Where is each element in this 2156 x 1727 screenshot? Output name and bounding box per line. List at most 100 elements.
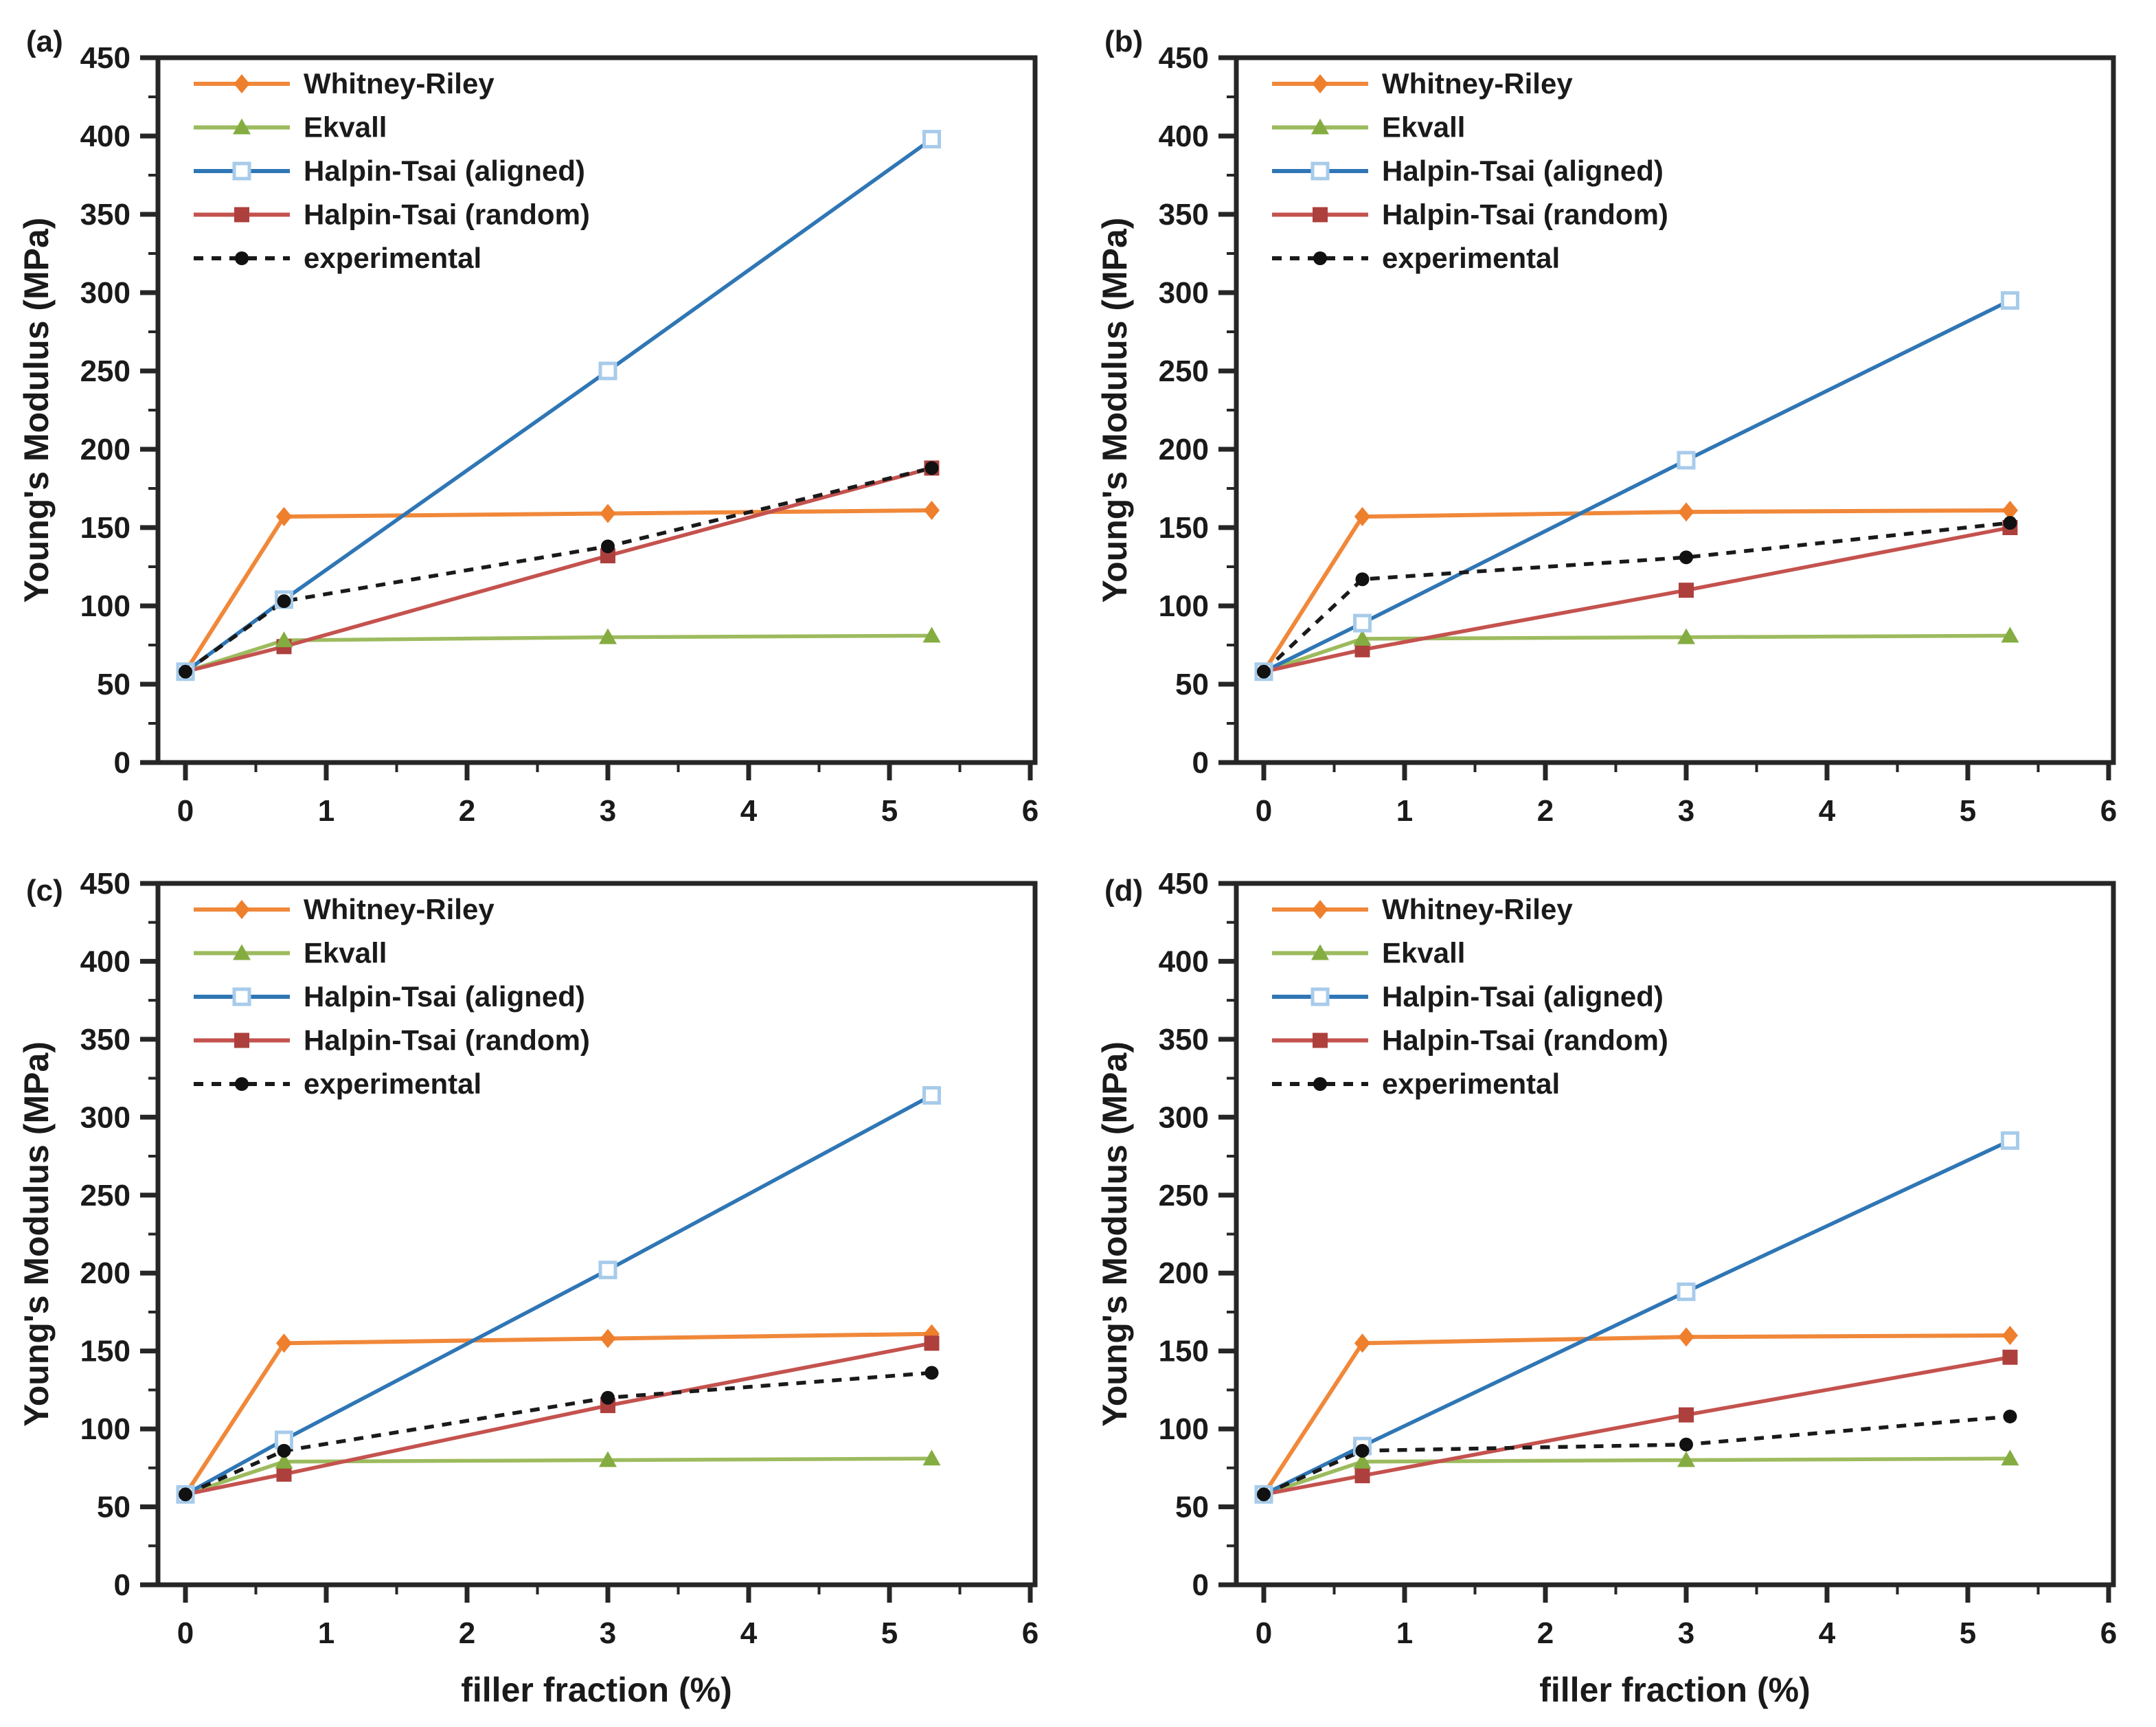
diamond-marker [1354, 1333, 1370, 1353]
open-square-marker [1353, 613, 1372, 633]
x-tick-label: 5 [881, 794, 898, 828]
x-tick-label: 1 [1396, 1616, 1413, 1650]
circle-marker [1257, 664, 1271, 679]
y-tick-label: 250 [1159, 1179, 1209, 1212]
square-marker [1354, 642, 1370, 657]
legend-label: Halpin-Tsai (aligned) [304, 980, 585, 1013]
x-tick-label: 6 [1022, 794, 1039, 828]
legend-label: Whitney-Riley [304, 67, 495, 100]
open-square-marker [232, 161, 251, 181]
diamond-marker [1312, 74, 1328, 93]
triangle-marker [1311, 944, 1329, 960]
triangle-marker [599, 628, 617, 644]
x-tick-label: 4 [740, 1616, 758, 1650]
legend-label: experimental [1382, 1068, 1560, 1100]
y-tick-label: 150 [80, 511, 131, 545]
y-tick-label: 350 [1159, 198, 1209, 232]
x-tick-label: 0 [177, 794, 194, 828]
legend-label: Whitney-Riley [1382, 893, 1573, 925]
y-axis-title: Young's Modulus (MPa) [17, 1041, 56, 1427]
triangle-marker [1677, 628, 1695, 644]
x-tick-label: 5 [1960, 794, 1976, 828]
x-tick-label: 4 [1819, 1616, 1836, 1650]
diamond-marker [1678, 1327, 1694, 1347]
x-tick-label: 1 [318, 794, 334, 828]
y-tick-label: 400 [80, 945, 131, 978]
series-line-ekvall [185, 633, 932, 674]
series-line-experimental [1262, 1414, 2010, 1496]
y-tick-label: 400 [1159, 945, 1209, 978]
series-line-ekvall [185, 1456, 932, 1497]
open-square-marker [922, 130, 941, 149]
legend-label: experimental [304, 1068, 481, 1100]
triangle-marker [1311, 118, 1329, 135]
y-tick-label: 100 [1159, 589, 1209, 623]
circle-marker [601, 539, 615, 554]
legend-label: Halpin-Tsai (random) [1382, 199, 1668, 231]
panel-a-chart: 0 50 100 150 200 250 300 350 400 450 0 1 2 3 4 5 6 Young'… [17, 25, 1039, 828]
x-axis-title: filler fraction (%) [1539, 1671, 1810, 1709]
x-tick-label: 4 [1819, 794, 1836, 828]
diamond-marker [2002, 1325, 2018, 1345]
series-line-experimental [184, 1370, 932, 1496]
y-tick-label: 0 [114, 746, 131, 780]
x-tick-label: 4 [740, 794, 758, 828]
legend-label: Whitney-Riley [1382, 67, 1573, 100]
diamond-marker [924, 500, 940, 520]
circle-marker [924, 1366, 939, 1380]
y-axis-title: Young's Modulus (MPa) [1096, 218, 1134, 603]
series-line-halpin-tsai-random- [1263, 526, 2011, 674]
y-tick-label: 150 [80, 1335, 131, 1368]
diamond-marker [1312, 900, 1328, 919]
triangle-marker [1353, 1452, 1372, 1469]
triangle-marker [233, 944, 251, 960]
panel-b-chart: 0 50 100 150 200 250 300 350 400 450 0 1 2 3 4 5 6 Young'… [1096, 25, 2117, 828]
circle-marker [1679, 1437, 1693, 1452]
x-tick-label: 0 [1256, 1616, 1272, 1650]
diamond-marker [234, 74, 250, 93]
triangle-marker [275, 631, 293, 648]
series-line-halpin-tsai-aligned- [184, 1094, 933, 1496]
circle-marker [601, 1390, 615, 1405]
x-tick-label: 2 [1537, 794, 1554, 828]
legend-label: Halpin-Tsai (random) [304, 1024, 590, 1057]
y-tick-label: 100 [80, 589, 131, 623]
plot-frame [155, 55, 1038, 765]
diamond-marker [1354, 507, 1370, 527]
y-tick-label: 250 [1159, 354, 1209, 388]
series-line-halpin-tsai-random- [185, 1341, 933, 1497]
diamond-marker [600, 1329, 616, 1348]
circle-marker [924, 461, 939, 475]
diamond-marker [1678, 502, 1694, 522]
y-tick-label: 400 [1159, 120, 1209, 153]
x-tick-label: 3 [600, 794, 616, 828]
legend-label: Halpin-Tsai (random) [304, 199, 590, 231]
y-tick-label: 450 [80, 41, 131, 75]
y-tick-label: 450 [80, 867, 131, 901]
x-tick-label: 3 [1678, 794, 1694, 828]
open-square-marker [598, 1261, 617, 1280]
square-marker [234, 1032, 249, 1048]
x-tick-label: 6 [1022, 1616, 1039, 1650]
panel-letter: (b) [1104, 25, 1143, 58]
y-tick-label: 250 [80, 354, 131, 388]
y-axis-title: Young's Modulus (MPa) [1096, 1041, 1134, 1427]
y-tick-label: 350 [1159, 1023, 1209, 1057]
circle-marker [235, 1077, 249, 1091]
circle-marker [2003, 1409, 2017, 1423]
y-tick-label: 300 [1159, 1100, 1209, 1134]
open-square-marker [2001, 291, 2019, 310]
panel-d-chart: 0 50 100 150 200 250 300 350 400 450 0 1 2 3 4 5 6 Young'… [1096, 867, 2117, 1709]
legend-label: Ekvall [1382, 111, 1465, 144]
legend-label: Ekvall [1382, 937, 1465, 969]
circle-marker [1313, 251, 1327, 265]
open-square-marker [1310, 161, 1330, 181]
triangle-marker [922, 627, 941, 643]
square-marker [276, 1466, 292, 1482]
diamond-marker [600, 504, 616, 523]
circle-marker [179, 664, 192, 679]
series-line-whitney-riley [1262, 1333, 2010, 1496]
x-axis-title: filler fraction (%) [461, 1671, 731, 1709]
y-tick-label: 300 [80, 276, 131, 310]
